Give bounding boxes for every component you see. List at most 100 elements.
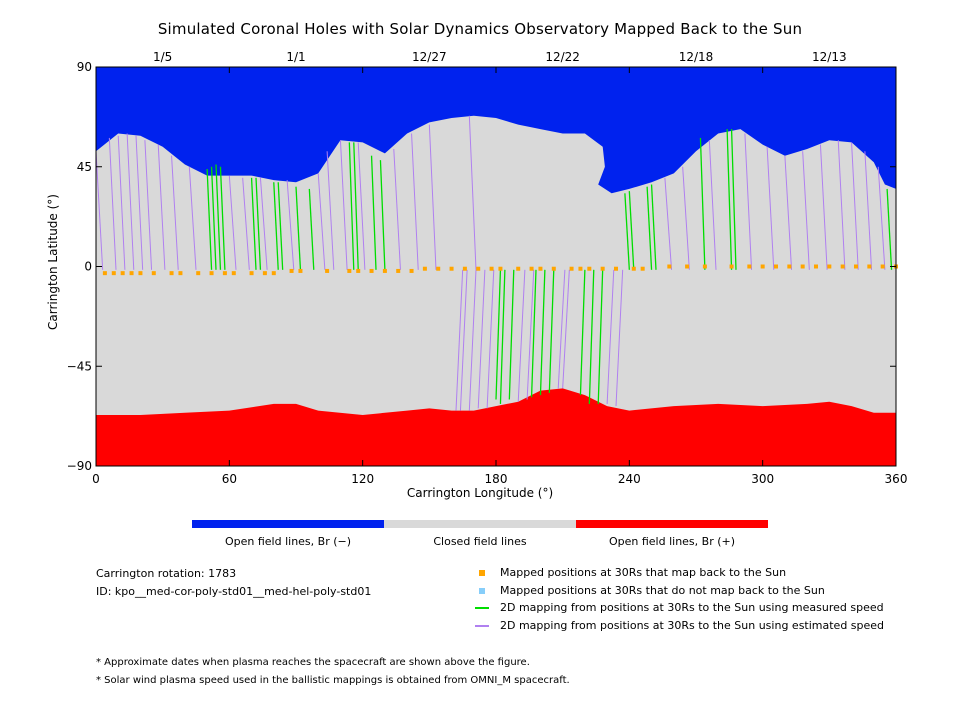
mapped-position-marker — [854, 264, 858, 269]
y-tick-label: 90 — [77, 60, 92, 74]
mapped-position-marker — [262, 271, 267, 276]
measured-mapping-line — [539, 269, 546, 396]
mapped-position-marker — [569, 266, 574, 271]
north-coronal-hole — [96, 67, 896, 194]
measured-mapping-line — [726, 129, 733, 270]
colorbar-open-negative — [192, 520, 384, 528]
estimated-mapping-line — [242, 177, 250, 270]
mapped-position-marker — [102, 271, 107, 276]
estimated-mapping-line — [468, 269, 477, 411]
measured-mapping-line — [379, 160, 386, 270]
note-speed: * Solar wind plasma speed used in the ba… — [96, 675, 570, 686]
note-dates: * Approximate dates when plasma reaches … — [96, 657, 530, 668]
measured-mapping-line — [699, 137, 706, 270]
legend-unmapped-swatch — [479, 588, 485, 594]
mapped-position-marker — [382, 268, 387, 273]
mapped-position-marker — [271, 271, 276, 276]
mapped-position-marker — [298, 268, 303, 273]
measured-mapping-line — [295, 186, 302, 270]
estimated-mapping-line — [784, 155, 793, 270]
estimated-mapping-line — [802, 151, 810, 270]
x-axis-title: Carrington Longitude (°) — [406, 486, 554, 500]
estimated-mapping-line — [135, 135, 144, 270]
estimated-mapping-line — [126, 133, 135, 270]
top-date-label: 12/22 — [545, 50, 580, 64]
legend-measured-line — [475, 607, 489, 609]
mapped-position-marker — [476, 266, 481, 271]
measured-mapping-line — [210, 166, 217, 270]
mapped-position-marker — [325, 268, 330, 273]
mapped-position-marker — [289, 268, 294, 273]
measured-mapping-line — [650, 184, 657, 270]
mapped-position-marker — [667, 264, 672, 269]
mapped-position-marker — [409, 268, 414, 273]
measured-mapping-line — [370, 155, 377, 270]
chart-title: Simulated Coronal Holes with Solar Dynam… — [157, 20, 803, 38]
estimated-mapping-line — [95, 151, 104, 270]
measured-mapping-line — [273, 182, 279, 270]
colorbar-closed — [384, 520, 576, 528]
measured-mapping-line — [308, 188, 315, 270]
mapped-position-marker — [178, 271, 183, 276]
legend-unmapped-label: Mapped positions at 30Rs that do not map… — [500, 584, 825, 597]
mapped-position-marker — [814, 264, 818, 269]
mapped-position-marker — [369, 268, 374, 273]
mapped-position-marker — [151, 271, 156, 276]
measured-mapping-line — [588, 269, 595, 404]
mapped-position-marker — [867, 264, 872, 269]
estimated-mapping-line — [837, 140, 846, 270]
mapped-position-marker — [774, 264, 778, 269]
mapped-position-marker — [222, 271, 227, 276]
measured-mapping-line — [348, 142, 355, 270]
mapped-position-marker — [169, 271, 174, 276]
estimated-mapping-line — [393, 148, 401, 270]
estimated-mapping-line — [326, 151, 335, 270]
colorbar-open-positive — [576, 520, 768, 528]
mapped-position-marker — [396, 268, 401, 273]
estimated-mapping-line — [411, 133, 419, 270]
x-tick-label: 0 — [92, 472, 100, 486]
top-date-label: 1/5 — [153, 50, 172, 64]
mapped-position-marker — [489, 266, 494, 271]
x-tick-label: 60 — [222, 472, 237, 486]
mapped-position-marker — [538, 266, 543, 271]
measured-mapping-line — [219, 166, 226, 270]
measured-mapping-line — [255, 177, 262, 270]
estimated-mapping-line — [606, 269, 615, 404]
colorbar-label-open-positive: Open field lines, Br (+) — [608, 535, 736, 548]
x-tick-label: 240 — [618, 472, 641, 486]
measured-mapping-line — [353, 142, 359, 270]
mapped-position-marker — [498, 266, 503, 271]
mapped-position-marker — [449, 266, 454, 271]
mapped-position-marker — [249, 271, 254, 276]
y-axis-title: Carrington Latitude (°) — [46, 194, 60, 330]
measured-mapping-line — [508, 269, 515, 400]
x-tick-label: 120 — [351, 472, 374, 486]
measured-mapping-line — [579, 269, 586, 396]
estimated-mapping-line — [468, 115, 477, 270]
estimated-mapping-line — [682, 166, 690, 270]
estimated-mapping-line — [477, 269, 486, 409]
estimated-mapping-line — [517, 269, 526, 402]
measured-mapping-line — [250, 177, 257, 270]
mapped-position-marker — [436, 266, 441, 271]
measured-mapping-line — [499, 269, 506, 404]
mapped-position-marker — [640, 266, 645, 271]
estimated-mapping-line — [228, 175, 237, 270]
colorbar-label-open-negative: Open field lines, Br (−) — [224, 535, 352, 548]
mapped-position-marker — [516, 266, 521, 271]
mapped-position-marker — [120, 271, 125, 276]
estimated-mapping-line — [357, 142, 366, 270]
mapped-position-marker — [209, 271, 214, 276]
top-date-label: 12/13 — [812, 50, 847, 64]
mapped-position-marker — [129, 271, 134, 276]
mapped-position-marker — [880, 264, 885, 269]
estimated-mapping-line — [877, 166, 886, 270]
mapped-position-marker — [529, 266, 534, 271]
measured-mapping-line — [277, 182, 284, 270]
measured-mapping-line — [886, 188, 893, 270]
estimated-mapping-line — [526, 269, 535, 400]
x-tick-label: 300 — [751, 472, 774, 486]
estimated-mapping-line — [562, 269, 570, 389]
estimated-mapping-line — [157, 144, 166, 270]
